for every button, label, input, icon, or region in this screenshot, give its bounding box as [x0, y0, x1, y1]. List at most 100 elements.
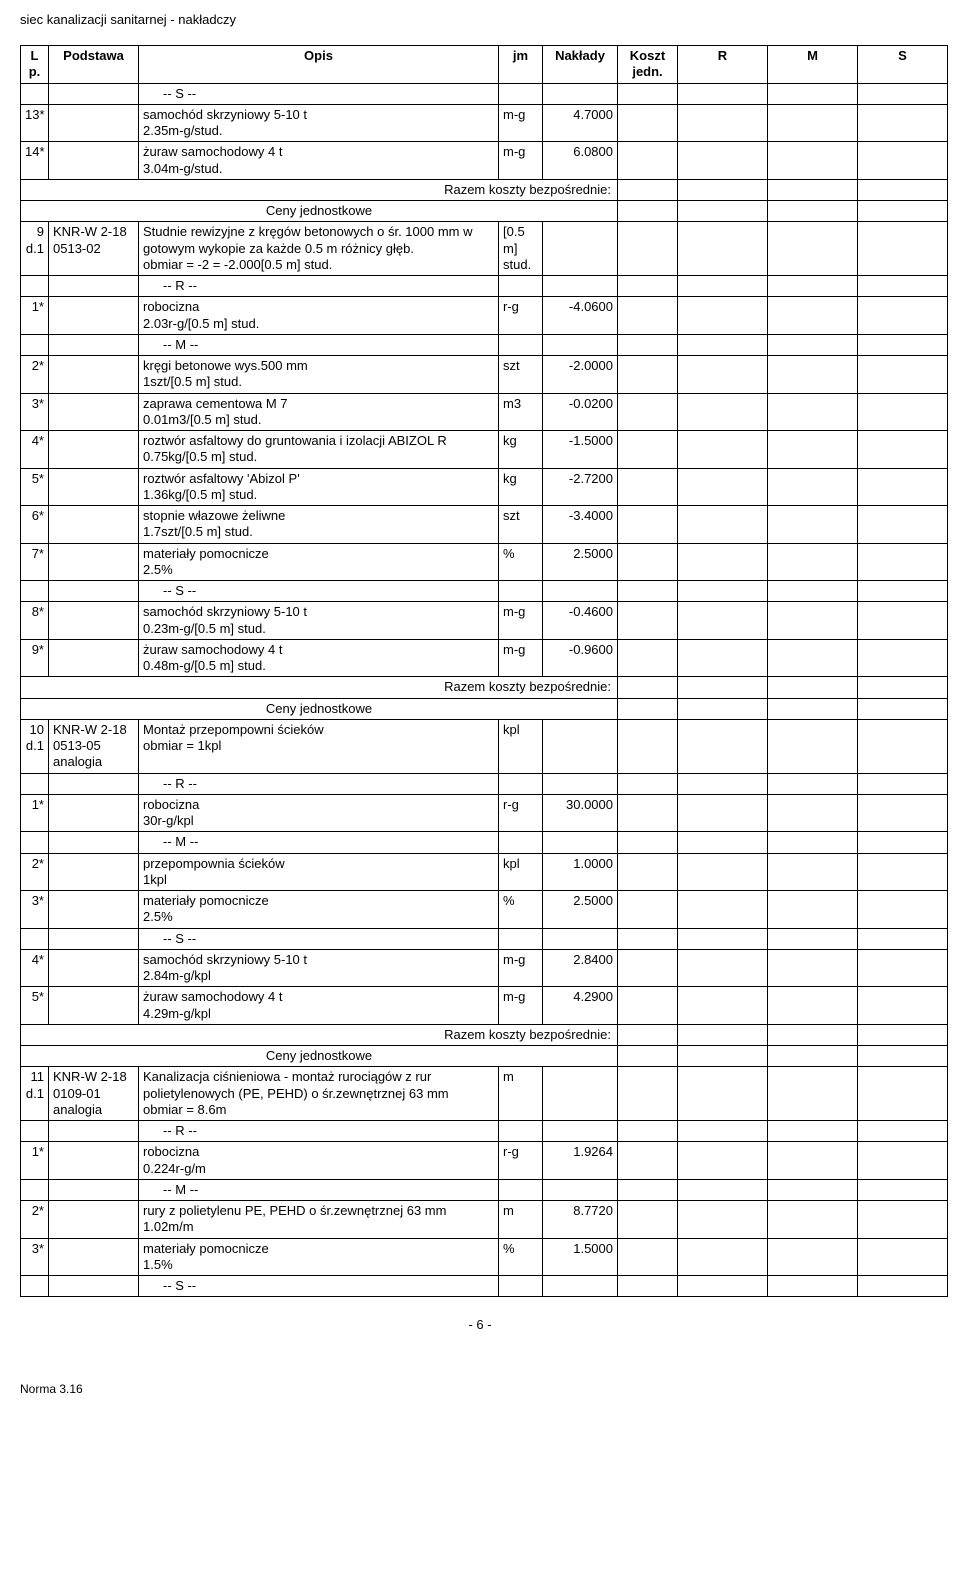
cell-opis: samochód skrzyniowy 5-10 t 2.35m-g/stud. [139, 104, 499, 142]
cell-m [768, 506, 858, 544]
cell-s [858, 719, 948, 773]
cell-koszt [618, 928, 678, 949]
cell-s [858, 773, 948, 794]
cell-jm: m [499, 1067, 543, 1121]
cell-basis: KNR-W 2-18 0513-02 [49, 222, 139, 276]
cell-s [858, 987, 948, 1025]
cell-lp [21, 1276, 49, 1297]
cell-m [768, 987, 858, 1025]
cell-lp: 11d.1 [21, 1067, 49, 1121]
cell-s [858, 276, 948, 297]
cell-s [858, 853, 948, 891]
table-row: 9d.1KNR-W 2-18 0513-02Studnie rewizyjne … [21, 222, 948, 276]
cell-m [768, 222, 858, 276]
cell-nakl: 2.8400 [543, 949, 618, 987]
cell-nakl: 2.5000 [543, 543, 618, 581]
cell-s [858, 1276, 948, 1297]
cell-section: -- R -- [139, 276, 499, 297]
cell-lp: 14* [21, 142, 49, 180]
cell-r [678, 928, 768, 949]
cell-opis: Kanalizacja ciśnieniowa - montaż rurocią… [139, 1067, 499, 1121]
cell-jm: szt [499, 506, 543, 544]
cell-nakl: -3.4000 [543, 506, 618, 544]
cell-nakl: 1.5000 [543, 1238, 618, 1276]
cell-s [858, 543, 948, 581]
cell-nakl: -0.0200 [543, 393, 618, 431]
cell-nakl [543, 1121, 618, 1142]
cell-m [768, 698, 858, 719]
cell-jm: szt [499, 356, 543, 394]
cell-r [678, 949, 768, 987]
cell-lp [21, 334, 49, 355]
cell-jm [499, 1121, 543, 1142]
cell-koszt [618, 543, 678, 581]
cell-basis [49, 543, 139, 581]
cell-koszt [618, 276, 678, 297]
cell-nakl [543, 773, 618, 794]
col-naklady: Nakłady [543, 46, 618, 84]
cell-nakl: -2.0000 [543, 356, 618, 394]
cell-m [768, 773, 858, 794]
cell-jm: % [499, 891, 543, 929]
cell-lp: 4* [21, 949, 49, 987]
cell-koszt [618, 334, 678, 355]
cell-jm: kpl [499, 719, 543, 773]
cell-lp: 4* [21, 431, 49, 469]
cell-opis: stopnie włazowe żeliwne 1.7szt/[0.5 m] s… [139, 506, 499, 544]
cell-m [768, 543, 858, 581]
col-r: R [678, 46, 768, 84]
cell-jm [499, 334, 543, 355]
cell-nakl [543, 1067, 618, 1121]
cell-koszt [618, 698, 678, 719]
cell-r [678, 1238, 768, 1276]
cell-r [678, 832, 768, 853]
cell-r [678, 1121, 768, 1142]
cell-nakl: -4.0600 [543, 297, 618, 335]
cell-nakl: -0.4600 [543, 602, 618, 640]
cell-koszt [618, 1142, 678, 1180]
table-row: 1*robocizna 30r-g/kplr-g30.0000 [21, 794, 948, 832]
cell-nakl: -2.7200 [543, 468, 618, 506]
cell-jm [499, 581, 543, 602]
cell-s [858, 222, 948, 276]
cell-r [678, 1046, 768, 1067]
cell-s [858, 928, 948, 949]
cell-jm: r-g [499, 1142, 543, 1180]
cell-lp: 9* [21, 639, 49, 677]
cell-koszt [618, 949, 678, 987]
cell-nakl: -0.9600 [543, 639, 618, 677]
cell-opis: żuraw samochodowy 4 t 4.29m-g/kpl [139, 987, 499, 1025]
cell-jm: kg [499, 431, 543, 469]
cell-basis [49, 1201, 139, 1239]
cell-r [678, 431, 768, 469]
cell-r [678, 1067, 768, 1121]
cell-opis: rury z polietylenu PE, PEHD o śr.zewnętr… [139, 1201, 499, 1239]
cell-s [858, 334, 948, 355]
cell-r [678, 891, 768, 929]
cell-jm: m-g [499, 104, 543, 142]
col-opis: Opis [139, 46, 499, 84]
cell-lp [21, 1121, 49, 1142]
cell-koszt [618, 794, 678, 832]
cell-lp [21, 773, 49, 794]
footer-text: Norma 3.16 [20, 1382, 940, 1396]
table-row: Razem koszty bezpośrednie: [21, 179, 948, 200]
cell-opis: robocizna 0.224r-g/m [139, 1142, 499, 1180]
cell-opis: materiały pomocnicze 2.5% [139, 543, 499, 581]
cell-s [858, 297, 948, 335]
cell-lp [21, 83, 49, 104]
cell-s [858, 1238, 948, 1276]
cell-jm: m-g [499, 639, 543, 677]
cell-s [858, 602, 948, 640]
cell-section: -- S -- [139, 581, 499, 602]
cell-basis [49, 773, 139, 794]
cell-s [858, 393, 948, 431]
cell-nakl: 6.0800 [543, 142, 618, 180]
cell-basis [49, 334, 139, 355]
cell-jm: m-g [499, 142, 543, 180]
cell-basis [49, 506, 139, 544]
cell-koszt [618, 297, 678, 335]
cell-m [768, 794, 858, 832]
cell-m [768, 83, 858, 104]
cell-jm: [0.5 m] stud. [499, 222, 543, 276]
